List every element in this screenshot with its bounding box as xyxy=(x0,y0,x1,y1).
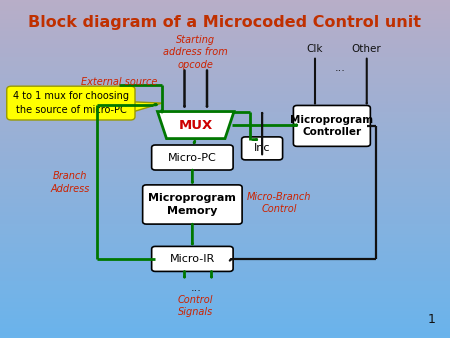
Text: Control
Signals: Control Signals xyxy=(178,295,213,317)
FancyBboxPatch shape xyxy=(242,137,283,160)
Text: Other: Other xyxy=(352,44,382,54)
FancyBboxPatch shape xyxy=(152,145,233,170)
Text: 1: 1 xyxy=(428,313,436,326)
Text: Inc: Inc xyxy=(254,143,270,153)
Polygon shape xyxy=(158,112,234,139)
FancyBboxPatch shape xyxy=(152,246,233,271)
Text: Clk: Clk xyxy=(307,44,323,54)
Text: 4 to 1 mux for choosing
the source of micro-PC: 4 to 1 mux for choosing the source of mi… xyxy=(13,92,129,115)
Text: MUX: MUX xyxy=(179,119,213,131)
Text: ...: ... xyxy=(190,283,201,293)
Text: Microprogram
Controller: Microprogram Controller xyxy=(290,115,374,137)
Text: External source: External source xyxy=(81,77,158,87)
Text: Microprogram
Memory: Microprogram Memory xyxy=(148,193,236,216)
Text: Micro-Branch
Control: Micro-Branch Control xyxy=(247,192,311,214)
FancyBboxPatch shape xyxy=(293,105,370,146)
Text: Block diagram of a Microcoded Control unit: Block diagram of a Microcoded Control un… xyxy=(28,15,422,30)
Text: ...: ... xyxy=(335,63,346,73)
Text: Starting
address from
opcode: Starting address from opcode xyxy=(163,35,228,70)
Text: Micro-PC: Micro-PC xyxy=(168,152,217,163)
Text: Micro-IR: Micro-IR xyxy=(170,254,215,264)
FancyBboxPatch shape xyxy=(143,185,242,224)
FancyBboxPatch shape xyxy=(7,86,135,120)
Text: Branch
Address: Branch Address xyxy=(50,171,90,194)
Polygon shape xyxy=(130,102,162,113)
